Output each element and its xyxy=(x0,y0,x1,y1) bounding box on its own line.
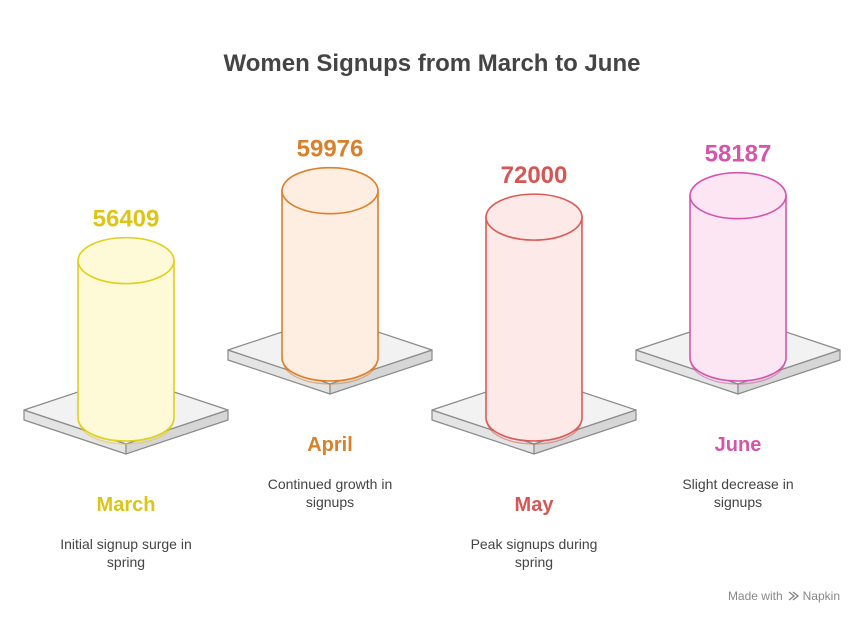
category-description: Continued growth in xyxy=(268,476,393,492)
category-label: June xyxy=(715,434,762,456)
cylinder-base-rim xyxy=(78,420,174,445)
cylinder-body xyxy=(281,189,379,382)
cylinder-body xyxy=(77,259,175,442)
value-label: 72000 xyxy=(501,162,568,189)
cylinder-top xyxy=(281,166,379,215)
category-label: May xyxy=(515,494,555,516)
category-description: Peak signups during xyxy=(471,536,598,552)
made-with-napkin[interactable]: Made with Napkin xyxy=(728,589,840,603)
category-description: spring xyxy=(107,554,145,570)
category-label: March xyxy=(97,494,156,516)
category-description: Initial signup surge in xyxy=(60,536,192,552)
cylinder-top xyxy=(689,171,787,220)
cylinder-body xyxy=(689,194,787,382)
category-label: April xyxy=(307,434,353,456)
category-description: spring xyxy=(515,554,553,570)
category-description: signups xyxy=(714,494,762,510)
value-label: 56409 xyxy=(93,206,160,233)
made-with-label: Made with xyxy=(727,589,783,603)
cylinder-top xyxy=(77,236,175,285)
value-label: 59976 xyxy=(297,136,364,163)
cylinder-top xyxy=(485,193,583,241)
cylinder-base-rim xyxy=(282,360,378,385)
category-description: signups xyxy=(306,494,354,510)
chart-title: Women Signups from March to June xyxy=(223,50,641,77)
value-label: 58187 xyxy=(705,141,772,168)
cylinder-base-rim xyxy=(486,420,582,445)
category-description: Slight decrease in xyxy=(682,476,793,492)
cylinder-body xyxy=(485,216,583,442)
napkin-logo-icon xyxy=(788,591,799,601)
cylinder-base-rim xyxy=(690,360,786,385)
napkin-brand-label: Napkin xyxy=(802,589,840,603)
